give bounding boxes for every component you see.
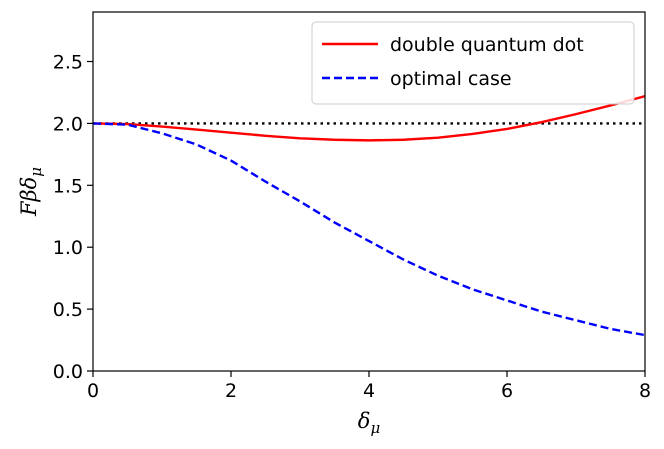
x-tick-label: 4 (363, 380, 375, 402)
y-tick-label: 2.5 (53, 52, 83, 74)
x-axis-label: δμ (358, 409, 380, 437)
series-line-optimal-case (93, 122, 645, 337)
y-tick-label: 0.5 (53, 299, 83, 321)
legend: double quantum dot optimal case (311, 21, 635, 105)
x-tick-label: 6 (501, 380, 513, 402)
legend-label-optimal-case: optimal case (390, 68, 512, 90)
x-tick-label: 2 (225, 380, 237, 402)
legend-label-double-quantum-dot: double quantum dot (390, 34, 584, 56)
series-line-double-quantum-dot (93, 95, 645, 142)
legend-box (311, 21, 635, 105)
y-tick-label: 1.0 (53, 237, 83, 259)
x-tick-label: 0 (87, 380, 99, 402)
y-axis-label: Fβδμ (17, 167, 45, 217)
y-tick-label: 0.0 (53, 361, 83, 383)
plot-area (93, 95, 645, 337)
y-tick-label: 2.0 (53, 113, 83, 135)
axes: 0 2 4 6 8 0.0 0.5 1.0 1.5 2.0 2.5 δμ Fβδμ (17, 11, 651, 437)
y-tick-label: 1.5 (53, 175, 83, 197)
x-tick-label: 8 (639, 380, 651, 402)
